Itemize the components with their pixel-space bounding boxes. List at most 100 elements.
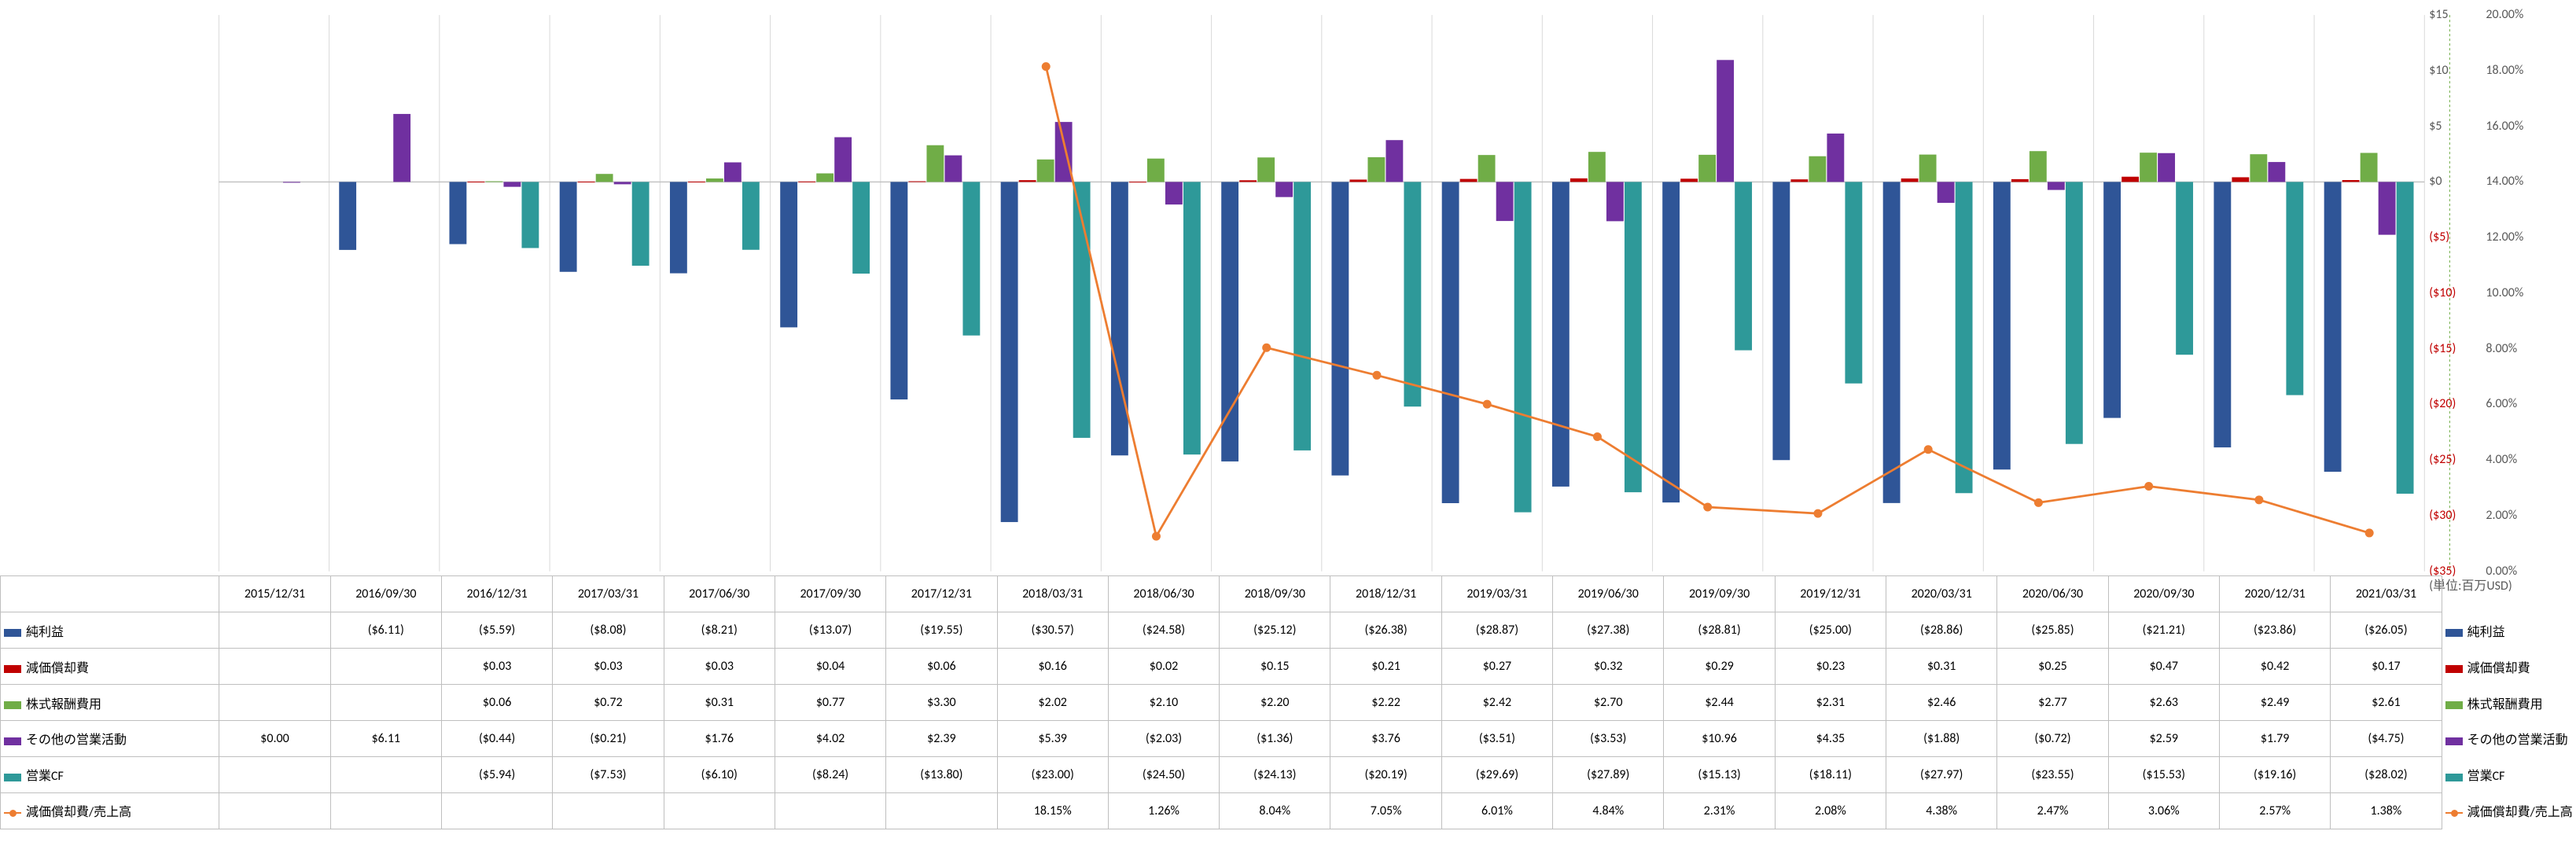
table-cell: $0.06 (886, 649, 997, 685)
table-row-header-label (1, 576, 219, 612)
bar-stock_comp (2140, 153, 2157, 182)
table-cell: $3.30 (886, 685, 997, 721)
legend-label-depreciation: 減価償却費 (2467, 661, 2530, 676)
bar-depreciation (1570, 178, 1588, 182)
table-cell: ($0.72) (1997, 721, 2108, 757)
bar-stock_comp (1257, 157, 1275, 182)
op_cf-legend-marker (4, 774, 21, 781)
marker-ratio (1042, 62, 1051, 71)
bar-net_income (2324, 182, 2342, 472)
table-cell: ($19.16) (2219, 756, 2330, 792)
bar-op_cf (2286, 182, 2303, 395)
table-cell (886, 792, 997, 829)
bar-stock_comp (2250, 154, 2267, 182)
legend-cell: その他の営業活動 (2442, 721, 2576, 757)
legend-cell: 減価償却費 (2442, 649, 2576, 685)
table-cell: ($27.97) (1886, 756, 1997, 792)
table-cell (219, 756, 330, 792)
table-cell: $0.03 (664, 649, 775, 685)
table-cell (219, 612, 330, 649)
table-cell: $2.31 (1775, 685, 1886, 721)
bar-net_income (1772, 182, 1790, 460)
axis-tick-label: ($10) (2429, 285, 2456, 300)
bar-depreciation (2232, 177, 2249, 182)
table-cell: ($23.55) (1997, 756, 2108, 792)
bar-stock_comp (1037, 160, 1054, 182)
bar-stock_comp (926, 145, 944, 182)
bar-op_cf (1956, 182, 1973, 493)
axis-tick-label: ($20) (2429, 396, 2456, 411)
bar-stock_comp (1809, 156, 1826, 182)
axis-tick-label: ($25) (2429, 452, 2456, 467)
bar-net_income (2103, 182, 2121, 417)
row-label-depreciation: 減価償却費 (26, 661, 89, 676)
bar-net_income (1883, 182, 1901, 502)
bar-other_ops (1606, 182, 1624, 221)
table-cell: $0.00 (219, 721, 330, 757)
bar-net_income (1111, 182, 1128, 455)
data-table: 2015/12/312016/09/302016/12/312017/03/31… (0, 575, 2576, 829)
table-cell: ($20.19) (1330, 756, 1441, 792)
table-cell: ($28.81) (1664, 612, 1775, 649)
table-cell: ($26.05) (2331, 612, 2442, 649)
table-cell: ($24.58) (1108, 612, 1219, 649)
table-cell: $0.06 (441, 685, 552, 721)
marker-ratio (1703, 503, 1712, 512)
table-cell: ($25.00) (1775, 612, 1886, 649)
axis-tick-label: $15 (2429, 7, 2448, 22)
cashflow-chart: ($35)($30)($25)($20)($15)($10)($5)$0$5$1… (0, 0, 2576, 842)
bar-op_cf (1735, 182, 1752, 350)
bar-stock_comp (1698, 155, 1716, 182)
table-cell: $0.02 (1108, 649, 1219, 685)
table-cell: $0.16 (997, 649, 1108, 685)
table-cell: $2.02 (997, 685, 1108, 721)
bar-depreciation (2122, 177, 2139, 182)
table-cell: 6.01% (1441, 792, 1552, 829)
table-cell: 2020/09/30 (2108, 576, 2219, 612)
depreciation-legend-marker (2445, 665, 2463, 673)
table-cell: $2.42 (1441, 685, 1552, 721)
table-cell (441, 792, 552, 829)
bar-depreciation (2011, 179, 2029, 182)
bar-other_ops (393, 114, 410, 182)
table-cell: $4.02 (775, 721, 885, 757)
table-cell: $1.79 (2219, 721, 2330, 757)
stock_comp-legend-marker (4, 701, 21, 709)
table-cell: $2.59 (2108, 721, 2219, 757)
other_ops-legend-marker (4, 737, 21, 745)
table-cell: 2018/09/30 (1220, 576, 1330, 612)
axis-tick-label: 16.00% (2486, 119, 2523, 134)
bar-stock_comp (1147, 159, 1165, 182)
bar-op_cf (1514, 182, 1532, 512)
bar-net_income (890, 182, 907, 399)
table-cell: ($28.87) (1441, 612, 1552, 649)
axis-tick-label: ($15) (2429, 341, 2456, 356)
bar-other_ops (834, 138, 852, 182)
table-cell (330, 649, 441, 685)
table-cell: ($5.59) (441, 612, 552, 649)
table-cell: ($0.21) (553, 721, 664, 757)
legend-label-stock_comp: 株式報酬費用 (2467, 697, 2543, 712)
table-cell: ($1.88) (1886, 721, 1997, 757)
table-cell: 2019/12/31 (1775, 576, 1886, 612)
table-cell: ($1.36) (1220, 721, 1330, 757)
bar-depreciation (1901, 178, 1919, 182)
bar-other_ops (1827, 134, 1844, 182)
bar-op_cf (1845, 182, 1862, 383)
bar-net_income (560, 182, 577, 271)
legend-cell: 減価償却費/売上高 (2442, 792, 2576, 829)
table-cell: ($15.53) (2108, 756, 2219, 792)
legend-label-other_ops: その他の営業活動 (2467, 733, 2568, 748)
bar-op_cf (1625, 182, 1642, 492)
bar-depreciation (1790, 179, 1808, 182)
bar-depreciation (2342, 180, 2360, 182)
bar-other_ops (1717, 60, 1734, 182)
table-cell (219, 649, 330, 685)
axis-tick-label: 12.00% (2486, 230, 2523, 245)
bar-other_ops (1055, 122, 1073, 182)
table-cell: $0.27 (1441, 649, 1552, 685)
table-cell (330, 685, 441, 721)
axis-tick-label: 8.00% (2486, 341, 2517, 356)
table-cell: ($18.11) (1775, 756, 1886, 792)
table-cell: 2020/06/30 (1997, 576, 2108, 612)
